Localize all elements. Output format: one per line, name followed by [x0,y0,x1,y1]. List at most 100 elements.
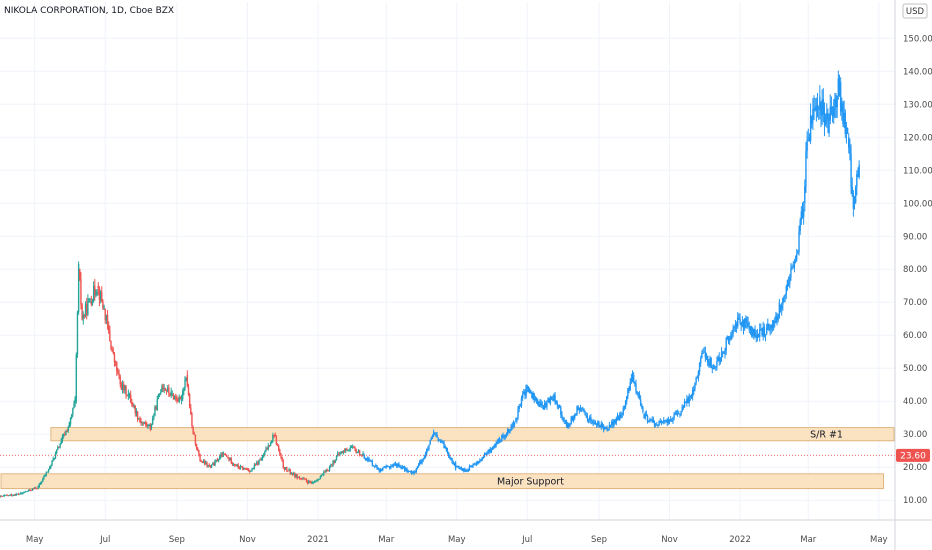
candle-body [363,455,365,459]
candle-body [432,432,435,437]
candle-body [421,459,423,464]
candle-body [480,460,482,462]
candle-body [141,422,143,424]
candle-body [631,373,634,379]
candle-body [528,390,531,393]
candle-body [579,408,582,411]
candle-body [168,387,170,394]
currency-badge[interactable]: USD [902,3,928,19]
candle-body [60,439,62,444]
candle-body [377,467,379,470]
candle-body [138,418,140,420]
candle-body [558,405,561,408]
candle-body [760,329,762,331]
candle-body [284,466,287,470]
y-tick-label: 40.00 [903,397,927,407]
candle-body [619,413,621,420]
candle-body [332,460,334,466]
candle-body [770,324,772,329]
candle-body [229,458,231,461]
candle-body [51,460,53,466]
zone-box [0,473,884,490]
candle-body [242,467,244,470]
candle-body [471,466,473,468]
candle-body [143,422,146,424]
candle-body [521,394,524,398]
candle-body [820,104,822,116]
candle-body [543,403,546,410]
candle-body [72,408,74,415]
candle-body [336,453,339,457]
candle-body [402,466,405,468]
candle-body [65,430,67,436]
candle-body [393,464,396,465]
candle-body [561,414,563,418]
candle-body [214,460,216,466]
candle-body [27,491,29,492]
candle-body [454,463,457,469]
candle-body [39,483,42,485]
candle-body [742,321,745,329]
candle-body [299,478,302,480]
candle-body [415,468,417,473]
candle-body [5,494,7,496]
candle-body [556,403,559,406]
x-tick-label: Jul [99,535,110,545]
candle-body [858,164,860,177]
candle-body [328,466,331,471]
candle-body [757,334,760,337]
candle-body [201,461,204,463]
candle-body [568,423,570,426]
currency-badge-bg[interactable] [902,3,928,19]
candle-body [503,437,505,439]
candle-body [489,448,491,452]
candle-body [69,418,72,425]
candle-body [313,481,316,483]
candle-body [267,445,269,449]
candle-body [371,461,374,466]
candle-body [385,466,387,468]
candle-body [109,331,111,341]
candle-body [571,416,574,420]
candle-body [706,355,709,364]
candle-body [268,445,271,447]
candle-body [464,468,466,472]
candle-body [375,465,377,467]
candle-body [779,308,782,310]
y-tick-label: 70.00 [903,298,927,308]
candle-body [663,420,665,423]
x-tick-label: May [26,535,44,545]
candle-body [478,461,480,464]
candle-body [816,105,819,110]
y-tick-label: 120.00 [903,133,932,143]
candle-body [808,137,811,141]
candle-body [250,470,252,472]
candle-body [7,495,9,497]
candle-body [704,351,707,358]
candle-body [587,418,590,421]
candle-body [626,396,628,402]
candle-body [614,420,616,424]
currency-label[interactable]: USD [906,7,925,17]
candle-body [613,420,615,426]
candle-body [716,361,718,367]
candle-body [314,481,317,483]
candle-body [780,304,783,309]
candle-body [96,292,98,295]
candle-body [610,421,613,426]
candle-body [343,450,346,452]
candle-body [809,115,812,141]
candle-body [131,402,133,405]
candle-body [501,434,503,441]
candle-body [446,450,449,453]
candle-body [367,457,369,461]
candle-body [599,425,601,428]
candle-body [134,405,136,414]
candle-body [45,472,47,476]
candle-body [846,128,849,134]
candle-body [301,478,303,480]
candle-body [360,454,362,456]
candle-body [481,457,483,461]
x-tick-label: Jul [521,535,532,545]
